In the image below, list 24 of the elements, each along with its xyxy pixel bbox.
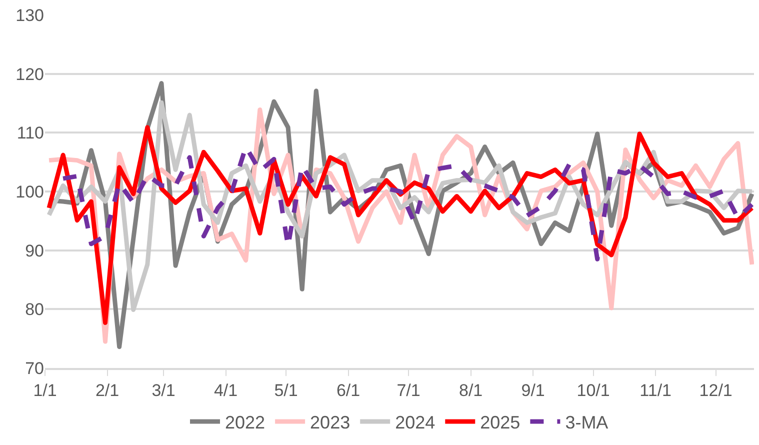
x-tick-label: 12/1 — [699, 381, 732, 400]
x-tick-label: 6/1 — [336, 381, 360, 400]
legend-label: 2023 — [310, 412, 350, 433]
legend-label: 2024 — [395, 412, 436, 433]
x-tick-label: 3/1 — [152, 381, 176, 400]
x-tick-label: 2/1 — [95, 381, 120, 400]
x-tick-label: 10/1 — [576, 381, 610, 400]
y-tick-label: 80 — [25, 300, 44, 320]
y-tick-label: 70 — [25, 358, 44, 378]
legend-label: 3-MA — [565, 412, 608, 433]
y-tick-label: 90 — [25, 241, 44, 260]
y-tick-label: 130 — [16, 6, 44, 25]
x-tick-label: 7/1 — [396, 381, 420, 400]
y-tick-label: 100 — [16, 182, 44, 202]
y-tick-label: 120 — [16, 64, 44, 84]
legend-label: 2025 — [480, 412, 520, 433]
y-tick-label: 110 — [16, 124, 44, 143]
x-tick-label: 8/1 — [458, 381, 483, 400]
x-tick-label: 5/1 — [274, 381, 298, 400]
legend-label: 2022 — [225, 412, 266, 433]
x-tick-label: 11/1 — [640, 381, 672, 400]
x-tick-label: 1/1 — [33, 381, 57, 400]
x-tick-label: 4/1 — [214, 381, 238, 400]
x-tick-label: 9/1 — [521, 381, 545, 400]
